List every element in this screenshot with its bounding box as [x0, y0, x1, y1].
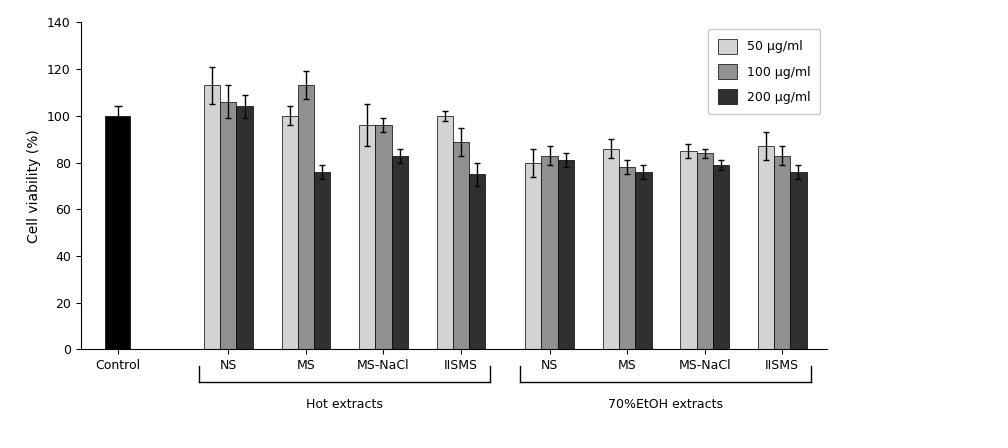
- Bar: [790, 172, 806, 349]
- Bar: [635, 172, 651, 349]
- Bar: [774, 155, 790, 349]
- Bar: [204, 86, 220, 349]
- Bar: [359, 125, 375, 349]
- Bar: [557, 160, 574, 349]
- Y-axis label: Cell viability (%): Cell viability (%): [27, 129, 41, 243]
- Bar: [619, 167, 635, 349]
- Bar: [603, 149, 619, 349]
- Bar: [106, 116, 130, 349]
- Bar: [469, 174, 486, 349]
- Legend: 50 μg/ml, 100 μg/ml, 200 μg/ml: 50 μg/ml, 100 μg/ml, 200 μg/ml: [708, 29, 821, 114]
- Bar: [391, 155, 408, 349]
- Bar: [220, 102, 237, 349]
- Bar: [680, 151, 697, 349]
- Bar: [713, 165, 729, 349]
- Bar: [297, 86, 314, 349]
- Bar: [237, 107, 253, 349]
- Bar: [281, 116, 297, 349]
- Bar: [541, 155, 557, 349]
- Bar: [436, 116, 453, 349]
- Bar: [314, 172, 331, 349]
- Text: 70%EtOH extracts: 70%EtOH extracts: [609, 399, 724, 412]
- Bar: [453, 142, 469, 349]
- Bar: [758, 146, 774, 349]
- Bar: [375, 125, 391, 349]
- Bar: [525, 163, 541, 349]
- Text: Hot extracts: Hot extracts: [306, 399, 383, 412]
- Bar: [697, 153, 713, 349]
